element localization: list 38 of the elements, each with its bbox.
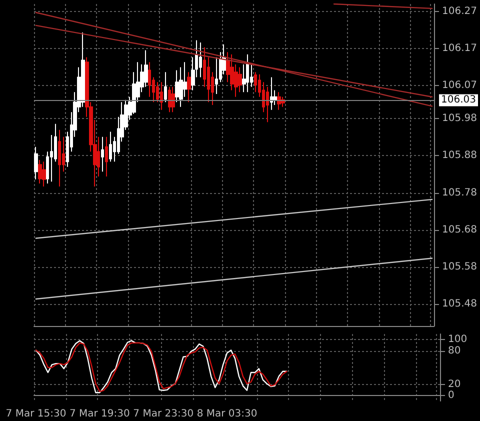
candlestick <box>266 86 269 123</box>
candlestick <box>168 86 171 113</box>
candlestick <box>164 72 167 103</box>
candlestick <box>199 42 202 78</box>
y-tick-label: 80 <box>448 345 461 356</box>
x-tick-label: 7 Mar 19:30 <box>69 408 130 420</box>
candlestick <box>109 131 112 162</box>
y-tick-label: 106.07 <box>442 80 478 91</box>
y-tick-label: 105.98 <box>442 113 478 124</box>
candlestick <box>270 76 273 110</box>
candlestick <box>160 82 163 110</box>
candlestick <box>38 159 42 184</box>
candlestick <box>101 136 104 172</box>
y-tick-label: 20 <box>448 378 461 390</box>
y-tick-label: 105.58 <box>442 261 478 272</box>
candlestick <box>105 136 108 177</box>
y-tick-label: 100 <box>448 334 468 346</box>
y-tick-label: 105.48 <box>442 298 478 310</box>
x-tick-label: 7 Mar 23:30 <box>133 408 194 420</box>
candlestick <box>277 92 281 110</box>
candlestick <box>246 54 249 93</box>
candlestick <box>171 86 175 113</box>
y-tick-label: 105.88 <box>442 150 478 162</box>
y-tick-label: 105.68 <box>442 224 478 236</box>
y-tick-label: 0 <box>448 390 454 401</box>
y-tick-label: 106.27 <box>442 6 478 17</box>
candlestick <box>187 72 191 103</box>
candlestick <box>42 161 46 187</box>
x-tick-label: 8 Mar 03:30 <box>196 408 258 420</box>
candlestick <box>254 72 257 93</box>
candlestick <box>58 129 61 187</box>
candlestick <box>34 146 38 180</box>
x-tick-label: 7 Mar 15:30 <box>6 408 66 420</box>
ref-line-label: 106.03 <box>441 94 476 106</box>
candlestick <box>238 66 242 93</box>
y-tick-label: 106.17 <box>442 42 478 54</box>
candlestick <box>175 70 179 103</box>
y-tick-label: 105.78 <box>442 187 478 198</box>
